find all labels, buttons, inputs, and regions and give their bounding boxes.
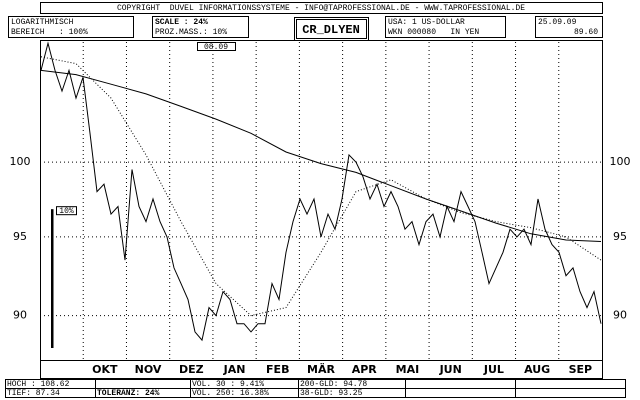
footer: HOCH : 108.62 TIEF: 87.34 TOLERANZ: 24% … <box>5 379 626 398</box>
copyright-box <box>40 2 603 14</box>
currency: USA: 1 US-DOLLAR <box>388 18 465 27</box>
tolerance: TOLERANZ: 24% <box>97 389 160 398</box>
info-box <box>152 16 249 38</box>
y-tick-label: 95 <box>613 230 627 243</box>
vol30: VOL. 30 : 9.41% <box>192 380 264 389</box>
range: BEREICH : 100% <box>11 28 88 37</box>
y-tick-label: 100 <box>610 155 631 168</box>
x-tick-label: JAN <box>223 363 246 376</box>
y-tick-label: 95 <box>13 230 27 243</box>
x-tick-label: AUG <box>524 363 550 376</box>
x-tick-label: APR <box>352 363 378 376</box>
x-tick-label: MAI <box>396 363 420 376</box>
scale-bar-label-box <box>56 206 77 216</box>
info-box <box>535 16 603 38</box>
info-box <box>8 16 134 38</box>
x-tick-label: SEP <box>569 363 593 376</box>
gld38: 38-GLD: 93.25 <box>300 389 363 398</box>
x-tick-label: JUN <box>439 363 462 376</box>
plot-frame <box>40 40 603 379</box>
scale-bar <box>51 209 54 348</box>
last-price: 89.60 <box>574 28 598 37</box>
period-box <box>197 42 236 51</box>
vol250: VOL. 250: 16.38% <box>192 389 269 398</box>
y-tick-label: 90 <box>613 309 627 322</box>
pct: PROZ.MASS.: 10% <box>155 28 227 37</box>
price-line <box>40 41 602 342</box>
high: HOCH : 108.62 <box>7 380 70 389</box>
x-tick-label: JUL <box>483 363 504 376</box>
chart-title: CR_DLYEN <box>302 23 360 37</box>
x-tick-label: FEB <box>266 363 289 376</box>
copyright: COPYRIGHT DUVEL INFORMATIONSSYSTEME - IN… <box>117 4 525 13</box>
period: 08.09 <box>204 43 228 52</box>
wkn: WKN 000080 IN YEN <box>388 28 479 37</box>
scale: SCALE : 24% <box>155 18 208 27</box>
y-tick-label: 100 <box>10 155 31 168</box>
price-line <box>40 69 602 242</box>
title-box-inner <box>296 19 367 39</box>
price-line <box>40 56 602 317</box>
low: TIEF: 87.34 <box>7 389 60 398</box>
log-label: LOGARITHMISCH <box>11 18 74 27</box>
x-tick-label: DEZ <box>179 363 204 376</box>
x-tick-label: NOV <box>135 363 162 376</box>
gld200: 200-GLD: 94.78 <box>300 380 367 389</box>
info-box <box>385 16 506 38</box>
x-tick-label: OKT <box>92 363 118 376</box>
scale-bar-label: 10% <box>59 207 74 216</box>
date: 25.09.09 <box>538 18 577 27</box>
y-tick-label: 90 <box>13 309 27 322</box>
x-tick-label: MÄR <box>307 362 335 376</box>
